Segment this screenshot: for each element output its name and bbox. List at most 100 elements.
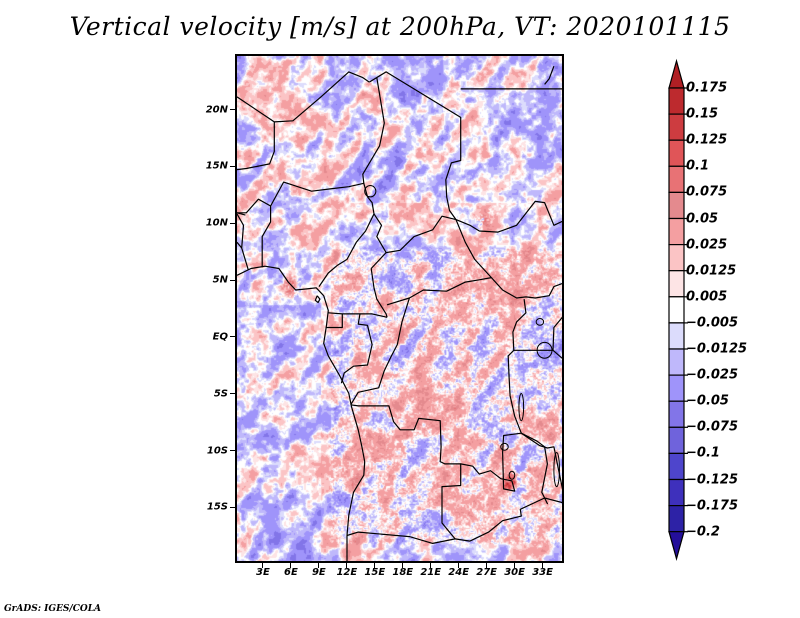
colorbar-label: −0.05: [686, 393, 729, 409]
lat-tick: [230, 450, 235, 452]
lat-tick-label: 15S: [206, 501, 228, 513]
colorbar-label: −0.025: [686, 367, 739, 383]
border-line: [544, 497, 562, 504]
lon-tick: [402, 563, 404, 568]
colorbar-label: −0.175: [686, 498, 739, 514]
colorbar-band: [668, 505, 685, 533]
colorbar-label: 0.0125: [686, 263, 737, 279]
colorbar-band: [668, 322, 685, 350]
chart-title: Vertical velocity [m/s] at 200hPa, VT: 2…: [69, 12, 731, 41]
colorbar-label: −0.1: [686, 445, 720, 461]
colorbar-band: [668, 113, 685, 141]
border-line: [368, 71, 462, 220]
colorbar-label: 0.05: [686, 211, 719, 226]
colorbar-label: −0.125: [686, 472, 739, 487]
border-line: [346, 531, 471, 544]
border-line: [314, 295, 321, 304]
border-line: [455, 219, 562, 299]
border-line: [325, 313, 343, 329]
border-line: [237, 212, 246, 216]
colorbar-band: [668, 217, 685, 246]
lat-tick: [230, 222, 235, 224]
lake-outline: [536, 341, 553, 359]
lon-tick: [318, 563, 320, 568]
lake-outline: [535, 317, 545, 326]
colorbar-label: 0.025: [686, 237, 728, 253]
border-line: [350, 404, 462, 540]
lat-tick-label: 10S: [206, 445, 228, 457]
lon-tick-label: 12E: [336, 567, 358, 578]
lat-tick: [230, 109, 235, 111]
colorbar-extend-max: [668, 58, 685, 89]
lon-tick-label: 15E: [364, 567, 386, 578]
border-line: [455, 200, 562, 233]
lake-outline: [364, 185, 377, 198]
lake-outline: [518, 392, 525, 422]
border-line: [370, 268, 388, 318]
lon-tick: [346, 563, 348, 568]
border-line: [340, 313, 373, 384]
colorbar-band: [668, 478, 685, 507]
lon-tick-label: 6E: [284, 567, 298, 578]
colorbar-band: [668, 452, 685, 481]
lat-tick: [230, 279, 235, 281]
border-line: [469, 432, 548, 542]
lat-tick-label: 5N: [212, 274, 228, 286]
lat-tick-label: 10N: [205, 217, 228, 229]
border-line: [373, 213, 457, 254]
colorbar-label: 0.15: [686, 106, 719, 122]
lon-tick: [542, 563, 544, 568]
lon-tick-label: 21E: [420, 567, 442, 578]
colorbar-label: −0.0125: [686, 341, 748, 357]
lake-outline: [553, 452, 560, 488]
lake-outline: [500, 442, 509, 451]
lake-outline: [508, 470, 516, 480]
colorbar-label: 0.075: [686, 184, 728, 200]
colorbar-band: [668, 191, 685, 220]
border-line: [460, 432, 522, 492]
lon-tick-label: 33E: [532, 567, 553, 578]
colorbar-label: 0.125: [686, 132, 728, 148]
lon-tick: [458, 563, 460, 568]
colorbar-label: −0.2: [686, 524, 720, 540]
lon-tick-label: 9E: [311, 567, 326, 578]
border-line: [507, 299, 527, 378]
lon-tick: [486, 563, 488, 568]
lon-tick-label: 3E: [256, 567, 270, 578]
border-line: [544, 65, 555, 85]
border-line: [508, 377, 522, 434]
lon-tick-label: 18E: [392, 567, 414, 578]
lat-tick-label: EQ: [212, 331, 228, 343]
colorbar-label: −0.075: [686, 419, 739, 435]
colorbar-band: [668, 296, 685, 324]
lat-tick: [230, 393, 235, 395]
lon-tick-label: 24E: [448, 567, 470, 578]
lon-tick-label: 30E: [504, 567, 525, 578]
border-line: [237, 241, 243, 249]
lon-tick: [430, 563, 432, 568]
lon-tick: [262, 563, 264, 568]
colorbar-label: 0.175: [686, 80, 728, 96]
vertical-velocity-field: [237, 56, 562, 561]
border-line: [362, 77, 385, 184]
lon-tick-label: 27E: [476, 567, 498, 578]
border-line: [237, 121, 275, 171]
border-line: [237, 213, 249, 270]
lon-tick: [374, 563, 376, 568]
lat-tick: [230, 336, 235, 338]
colorbar-band: [668, 374, 685, 402]
border-line: [370, 252, 387, 269]
lat-tick-label: 15N: [205, 160, 228, 172]
colorbar-label: −0.005: [686, 315, 739, 331]
lat-tick: [230, 506, 235, 508]
lon-tick: [514, 563, 516, 568]
colorbar-band: [668, 400, 685, 428]
colorbar-label: 0.005: [686, 289, 728, 305]
colorbar-band: [668, 426, 685, 454]
colorbar-band: [668, 348, 685, 376]
lat-tick-label: 20N: [205, 104, 228, 116]
country-borders: [237, 65, 562, 561]
colorbar-band: [668, 244, 685, 272]
lon-tick: [290, 563, 292, 568]
colorbar-band: [668, 139, 685, 167]
